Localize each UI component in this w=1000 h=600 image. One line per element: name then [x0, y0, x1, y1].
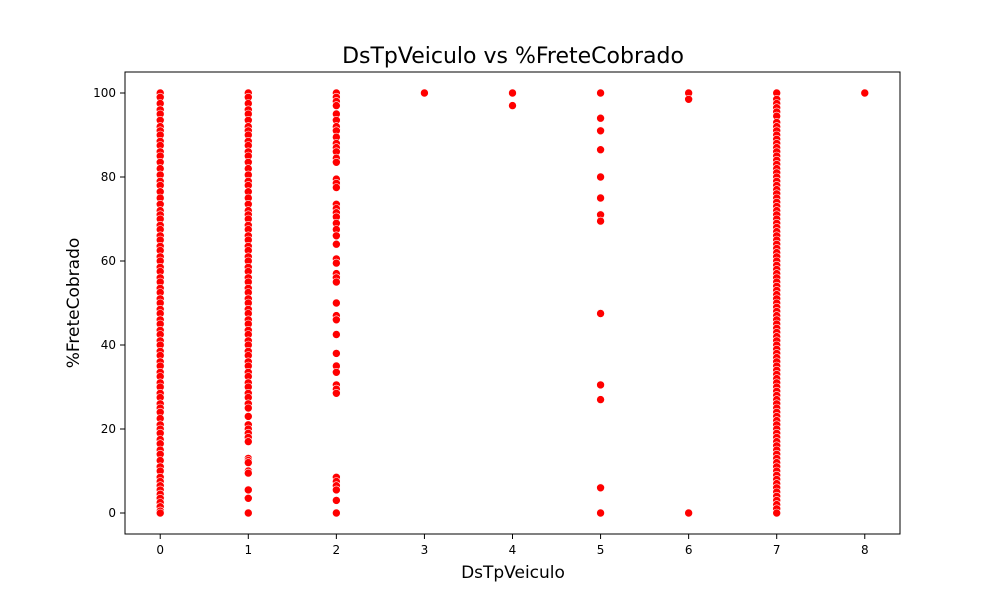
data-point [860, 88, 870, 98]
y-tick-label: 40 [101, 338, 116, 352]
data-point [244, 458, 253, 467]
data-point [596, 508, 605, 518]
data-point [332, 485, 341, 495]
data-point [332, 298, 341, 308]
x-tick-label: 1 [244, 543, 252, 557]
data-point [508, 101, 517, 110]
y-tick-label: 100 [93, 86, 116, 100]
data-point [332, 496, 341, 505]
points-layer [155, 88, 870, 518]
data-point [244, 485, 253, 495]
data-point [332, 388, 341, 398]
data-point [244, 493, 253, 503]
data-point [596, 88, 605, 98]
data-point [332, 349, 341, 358]
x-tick-label: 6 [685, 543, 693, 557]
chart-title: DsTpVeiculo vs %FreteCobrado [342, 44, 684, 69]
x-tick-label: 4 [509, 543, 517, 557]
x-tick-label: 8 [861, 543, 869, 557]
data-point [772, 508, 782, 518]
data-point [596, 145, 605, 154]
data-point [244, 412, 253, 421]
y-tick-label: 0 [108, 506, 116, 520]
data-point [244, 468, 253, 478]
data-point [596, 395, 605, 404]
data-point [332, 367, 341, 377]
y-axis-ticks: 0 20 40 60 80 100 [93, 86, 125, 520]
data-point [332, 315, 341, 325]
data-point [596, 216, 605, 226]
y-tick-label: 20 [101, 422, 116, 436]
data-point [332, 183, 341, 192]
x-tick-label: 2 [333, 543, 341, 557]
data-point [684, 95, 693, 104]
data-point [244, 508, 253, 518]
data-point [332, 277, 341, 287]
data-point [596, 172, 605, 182]
data-point [332, 330, 341, 339]
data-point [596, 309, 605, 318]
data-point [596, 193, 605, 203]
plot-frame [124, 71, 901, 535]
data-point [332, 258, 341, 268]
x-tick-label: 3 [421, 543, 429, 557]
data-point [155, 508, 165, 518]
data-point [596, 380, 605, 390]
data-point [332, 231, 341, 241]
y-tick-label: 60 [101, 254, 116, 268]
data-point [332, 158, 341, 167]
data-point [420, 88, 429, 98]
x-tick-label: 0 [156, 543, 164, 557]
x-tick-label: 7 [773, 543, 781, 557]
data-point [596, 126, 605, 136]
data-point [332, 508, 341, 518]
data-point [244, 403, 253, 413]
y-tick-label: 80 [101, 170, 116, 184]
x-axis-label: DsTpVeiculo [461, 563, 565, 583]
data-point [596, 113, 605, 123]
data-point [508, 88, 517, 98]
data-point [332, 239, 341, 249]
y-axis-label: %FreteCobrado [64, 238, 84, 369]
data-point [684, 508, 693, 518]
data-point [596, 483, 605, 493]
x-axis-ticks: 0 1 2 3 4 5 6 7 8 [156, 534, 869, 557]
data-point [332, 101, 341, 110]
data-point [244, 437, 253, 446]
x-tick-label: 5 [597, 543, 605, 557]
